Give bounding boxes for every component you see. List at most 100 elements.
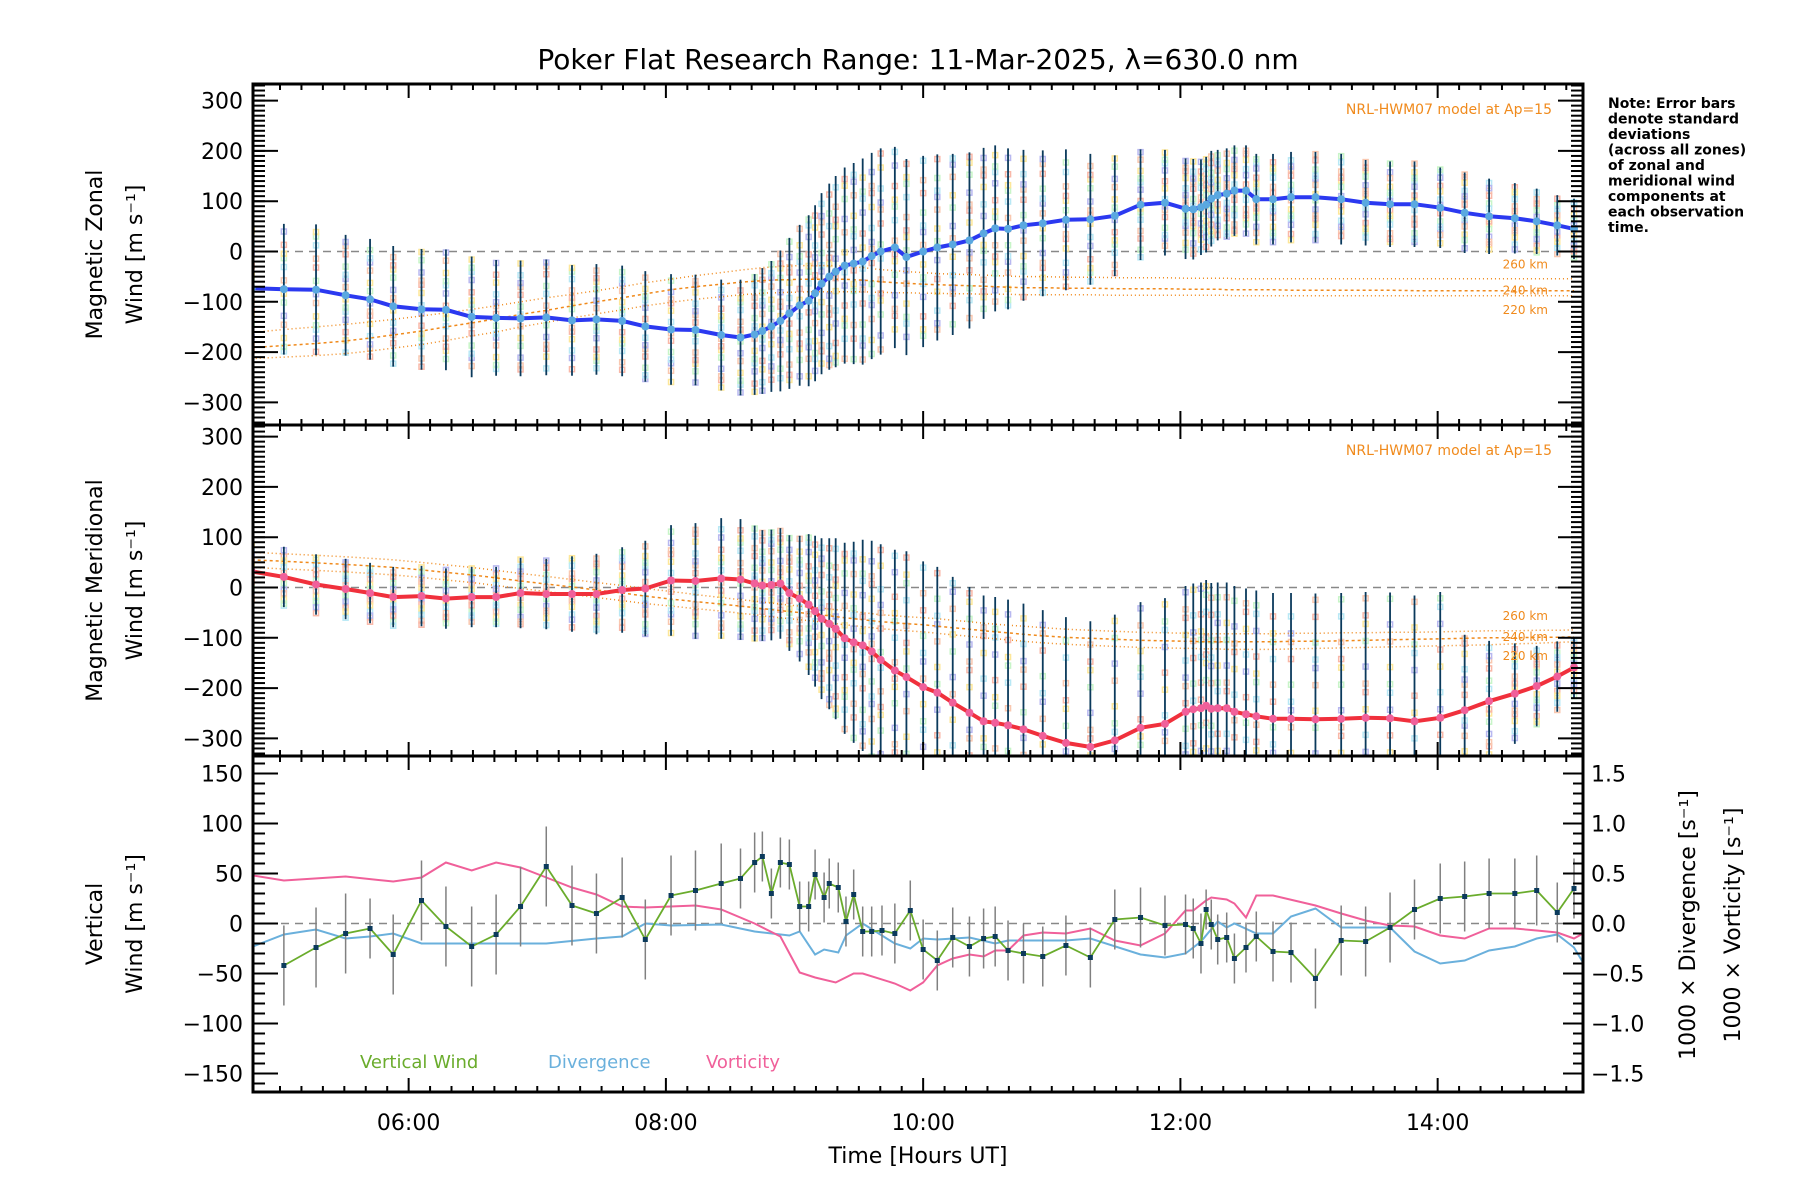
vertical-wind-point xyxy=(768,891,774,896)
zonal-wind-point xyxy=(1311,193,1320,202)
vertical-wind-point xyxy=(569,903,575,908)
vertical-wind-point xyxy=(1040,954,1046,959)
vertical-wind-point xyxy=(843,919,849,924)
zonal-wind-point xyxy=(867,252,876,261)
meridional-wind-point xyxy=(1189,705,1198,714)
zone-sample xyxy=(1363,775,1368,780)
y2-tick-label: 0.5 xyxy=(1591,863,1626,888)
vertical-wind-point xyxy=(966,944,972,949)
zone-sample xyxy=(1209,800,1214,805)
zone-sample xyxy=(1289,836,1294,841)
y2-tick-label: −1.5 xyxy=(1591,1063,1644,1088)
meridional-wind-point xyxy=(1019,725,1028,734)
y-axis-label: Wind [m s⁻¹] xyxy=(123,521,148,661)
vertical-wind-point xyxy=(869,929,875,934)
note-line: each observation xyxy=(1608,205,1744,221)
y-axis-label: Wind [m s⁻¹] xyxy=(123,854,148,994)
zonal-wind-point xyxy=(1004,224,1013,233)
meridional-wind-point xyxy=(667,576,676,585)
zonal-wind-point xyxy=(876,247,885,256)
model-curve-240km xyxy=(253,559,1575,643)
vertical-wind-point xyxy=(718,881,724,886)
zone-sample xyxy=(1313,836,1318,841)
zone-sample xyxy=(1243,789,1248,794)
vertical-wind-point xyxy=(1486,891,1492,896)
zone-sample xyxy=(1271,836,1276,841)
zone-sample xyxy=(1254,791,1259,796)
zone-sample xyxy=(1040,810,1045,815)
meridional-wind-point xyxy=(933,688,942,697)
zone-sample xyxy=(1232,803,1237,808)
zone-sample xyxy=(1388,801,1393,806)
zone-sample xyxy=(1006,791,1011,796)
zone-sample xyxy=(993,789,998,794)
zone-sample xyxy=(1388,758,1393,763)
zonal-wind-point xyxy=(776,316,785,325)
zonal-wind-point xyxy=(919,247,928,256)
zone-sample xyxy=(1254,765,1259,770)
zone-sample xyxy=(1183,812,1188,817)
meridional-wind-point xyxy=(717,574,726,583)
zone-sample xyxy=(892,766,897,771)
zonal-wind-point xyxy=(1213,191,1222,200)
zone-sample xyxy=(1040,785,1045,790)
zone-sample xyxy=(1412,821,1417,826)
zonal-wind-point xyxy=(492,313,501,322)
zone-sample xyxy=(1191,809,1196,814)
zone-sample xyxy=(1412,779,1417,784)
zone-sample xyxy=(1388,827,1393,832)
x-tick-label: 08:00 xyxy=(634,1111,697,1136)
zonal-wind-point xyxy=(618,316,627,325)
zone-sample xyxy=(1183,769,1188,774)
zone-sample xyxy=(1289,793,1294,798)
zone-sample xyxy=(935,793,940,798)
zone-sample xyxy=(1224,757,1229,762)
model-label: NRL-HWM07 model at Ap=15 xyxy=(1346,443,1552,459)
meridional-wind-point xyxy=(366,589,375,598)
note-line: of zonal and xyxy=(1608,158,1705,174)
meridional-wind-point xyxy=(1436,713,1445,722)
zonal-wind-point xyxy=(467,312,476,321)
meridional-wind-point xyxy=(831,624,840,633)
zonal-wind-point xyxy=(542,313,551,322)
vertical-wind-point xyxy=(1571,886,1577,891)
y2-tick-label: −0.5 xyxy=(1591,963,1644,988)
zone-sample xyxy=(993,831,998,836)
vertical-wind-point xyxy=(1208,922,1214,927)
zone-sample xyxy=(1289,776,1294,781)
zone-sample xyxy=(1289,819,1294,824)
zonal-wind-point xyxy=(279,285,288,294)
zone-sample xyxy=(981,830,986,835)
y-tick-label: −300 xyxy=(183,391,243,416)
zone-sample xyxy=(1438,826,1443,831)
meridional-wind-point xyxy=(825,619,834,628)
zonal-wind-point xyxy=(1553,221,1562,230)
zonal-wind-point xyxy=(691,325,700,334)
zonal-wind-point xyxy=(736,333,745,342)
zone-sample xyxy=(1088,821,1093,826)
vertical-wind-point xyxy=(934,958,940,963)
zone-sample xyxy=(904,760,909,765)
meridional-wind-point xyxy=(849,638,858,647)
zone-sample xyxy=(1232,829,1237,834)
zone-sample xyxy=(993,763,998,768)
zone-sample xyxy=(1271,810,1276,815)
y-axis-label: Wind [m s⁻¹] xyxy=(123,185,148,325)
meridional-wind-point xyxy=(312,580,321,589)
zone-sample xyxy=(1063,817,1068,822)
meridional-wind-point xyxy=(811,607,820,616)
meridional-wind-point xyxy=(1230,707,1239,716)
zonal-wind-point xyxy=(811,289,820,298)
zonal-wind-point xyxy=(1510,214,1519,223)
zone-sample xyxy=(1339,776,1344,781)
vertical-wind-point xyxy=(1162,923,1168,928)
zone-sample xyxy=(1006,834,1011,839)
vertical-wind-point xyxy=(1190,926,1196,931)
vertical-wind-point xyxy=(950,935,956,940)
vertical-wind-point xyxy=(1253,934,1259,939)
zone-sample xyxy=(1438,775,1443,780)
meridional-wind-line xyxy=(253,569,1575,750)
zonal-wind-point xyxy=(795,301,804,310)
zone-sample xyxy=(1138,785,1143,790)
panel-zonal: 260 km 240 km 220 km NRL-HWM07 model at Ap=… xyxy=(83,82,1585,427)
